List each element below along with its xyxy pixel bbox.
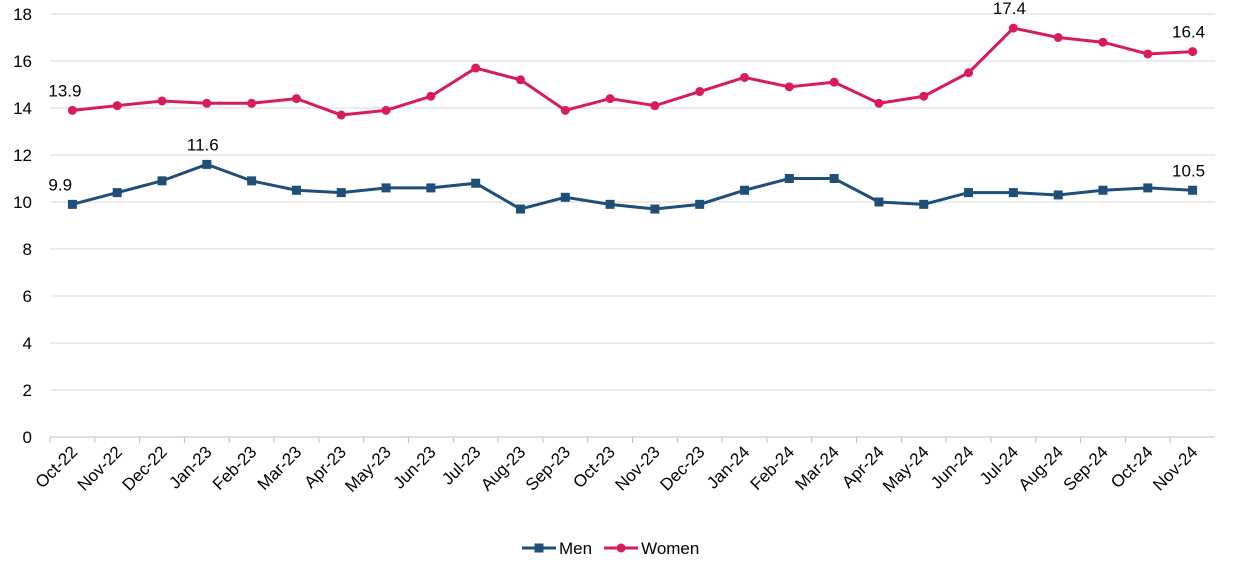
x-tick-label: Oct-24 <box>1107 442 1157 492</box>
point <box>829 174 839 183</box>
point <box>605 199 615 209</box>
point <box>112 188 122 198</box>
x-tick-label: Sep-23 <box>522 442 574 494</box>
x-tick-label: Nov-24 <box>1149 442 1201 494</box>
point <box>67 199 77 209</box>
y-tick-label: 4 <box>23 334 32 353</box>
x-tick-label: Nov-22 <box>74 442 126 494</box>
point <box>650 204 660 214</box>
x-tick-label: Nov-23 <box>612 442 664 494</box>
data-label: 9.9 <box>48 175 72 194</box>
x-tick-label: Dec-23 <box>656 442 708 494</box>
point <box>1098 185 1108 195</box>
x-tick-label: Jun-24 <box>927 442 977 492</box>
legend-marker <box>534 543 544 553</box>
data-label: 11.6 <box>187 135 219 154</box>
point <box>112 101 122 111</box>
data-label: 17.4 <box>993 0 1026 18</box>
point <box>291 94 301 104</box>
point <box>426 183 436 193</box>
point <box>157 96 167 106</box>
point <box>157 176 167 186</box>
point <box>1098 37 1108 47</box>
point <box>1053 190 1063 200</box>
point <box>1053 33 1063 42</box>
point <box>202 98 212 108</box>
series-line <box>72 26 1193 117</box>
point <box>247 98 257 108</box>
x-tick-label: Mar-24 <box>791 442 843 494</box>
point <box>829 77 839 87</box>
y-tick-label: 12 <box>13 146 32 165</box>
point <box>426 91 436 101</box>
x-tick-label: Sep-24 <box>1060 442 1112 494</box>
point <box>650 101 660 111</box>
point <box>919 91 929 101</box>
x-tick-label: Mar-23 <box>254 442 306 494</box>
x-tick-label: Jun-23 <box>390 442 440 492</box>
y-tick-label: 14 <box>13 99 32 118</box>
point <box>67 105 77 115</box>
x-tick-label: Jan-23 <box>165 442 215 492</box>
y-tick-label: 18 <box>13 5 32 24</box>
point <box>560 105 570 115</box>
point <box>784 82 794 92</box>
x-tick-label: Jan-24 <box>703 442 753 492</box>
point <box>740 185 750 195</box>
x-tick-label: Feb-24 <box>747 442 799 494</box>
legend-label: Women <box>641 539 699 558</box>
point <box>919 199 929 209</box>
y-tick-label: 8 <box>23 240 32 259</box>
point <box>336 188 346 198</box>
point <box>964 188 974 198</box>
point <box>964 68 974 78</box>
y-tick-label: 16 <box>13 52 32 71</box>
y-tick-label: 10 <box>13 193 32 212</box>
point <box>1188 47 1198 57</box>
x-tick-label: Aug-23 <box>477 442 529 494</box>
legend-label: Men <box>559 539 592 558</box>
point <box>381 183 391 193</box>
y-tick-label: 2 <box>23 381 32 400</box>
data-label: 10.5 <box>1172 161 1205 180</box>
data-label: 13.9 <box>48 81 81 100</box>
point <box>1008 188 1018 198</box>
point <box>471 63 481 73</box>
point <box>695 199 705 209</box>
point <box>381 105 391 115</box>
point <box>874 197 884 207</box>
data-label: 16.4 <box>1172 23 1205 42</box>
point <box>471 178 481 188</box>
point <box>247 176 257 186</box>
y-tick-label: 0 <box>23 428 32 447</box>
point <box>1188 185 1198 195</box>
point <box>740 72 750 82</box>
x-tick-label: Dec-22 <box>119 442 171 494</box>
point <box>202 159 212 169</box>
point <box>874 98 884 108</box>
series-line <box>72 162 1193 211</box>
y-tick-label: 6 <box>23 287 32 306</box>
point <box>336 110 346 120</box>
x-tick-label: Oct-22 <box>32 442 82 492</box>
x-tick-label: May-23 <box>341 442 395 496</box>
legend-marker <box>616 543 626 553</box>
x-tick-label: May-24 <box>879 442 933 496</box>
point <box>695 87 705 97</box>
point <box>291 185 301 195</box>
point <box>515 75 525 85</box>
x-tick-label: Aug-24 <box>1015 442 1067 494</box>
x-tick-label: Oct-23 <box>569 442 619 492</box>
point <box>515 204 525 214</box>
point <box>784 174 794 183</box>
point <box>1143 183 1153 193</box>
point <box>605 94 615 104</box>
point <box>560 192 570 202</box>
point <box>1143 49 1153 59</box>
point <box>1008 23 1018 33</box>
x-tick-label: Feb-23 <box>209 442 261 494</box>
